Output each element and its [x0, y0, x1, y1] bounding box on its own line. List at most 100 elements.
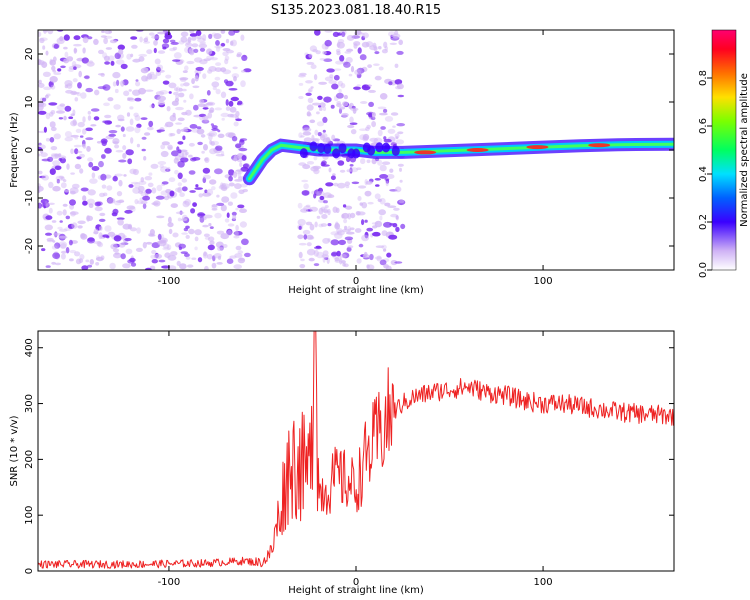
noise-blob [233, 30, 240, 33]
noise-blob [213, 253, 222, 259]
noise-blob [175, 106, 184, 111]
noise-blob [349, 167, 359, 173]
noise-blob [157, 161, 167, 165]
noise-blob [336, 101, 342, 105]
noise-blob [145, 267, 152, 270]
noise-blob [108, 130, 118, 134]
noise-blob [191, 43, 199, 48]
noise-blob [324, 39, 332, 47]
noise-blob [160, 190, 169, 196]
noise-blob [309, 119, 316, 124]
noise-blob [209, 57, 218, 61]
signal-blob [367, 145, 376, 156]
noise-blob [202, 192, 212, 197]
noise-blob [298, 162, 307, 166]
noise-blob [91, 172, 96, 179]
noise-blob [333, 74, 340, 81]
noise-blob [191, 257, 197, 260]
noise-blob [353, 43, 358, 49]
noise-blob [71, 61, 77, 68]
noise-blob [300, 258, 305, 262]
noise-blob [208, 133, 213, 141]
noise-blob [357, 196, 362, 201]
noise-blob [177, 217, 182, 222]
noise-blob [399, 179, 403, 183]
noise-blob [129, 257, 136, 263]
noise-blob [300, 208, 309, 213]
noise-blob [337, 182, 346, 189]
noise-blob [112, 175, 118, 182]
noise-blob [190, 157, 197, 162]
noise-blob [332, 173, 336, 177]
noise-blob [129, 168, 137, 175]
noise-blob [196, 126, 202, 130]
noise-blob [369, 253, 374, 261]
signal-track [242, 137, 674, 186]
noise-blob [138, 87, 146, 95]
noise-blob [86, 198, 95, 205]
noise-blob [151, 249, 157, 255]
noise-blob [99, 212, 106, 217]
noise-blob [309, 45, 317, 52]
noise-blob [51, 65, 56, 71]
noise-blob [89, 178, 98, 184]
noise-blob [136, 227, 141, 234]
noise-blob [138, 185, 145, 192]
noise-blob [328, 167, 332, 173]
noise-blob [221, 150, 225, 157]
noise-blob [172, 232, 179, 238]
noise-blob [386, 174, 395, 179]
noise-blob [374, 193, 381, 200]
noise-blob [211, 186, 216, 191]
noise-blob [206, 90, 211, 96]
noise-blob [367, 64, 372, 68]
noise-blob [100, 173, 107, 181]
noise-blob [374, 220, 383, 228]
noise-blob [207, 244, 215, 251]
noise-blob [138, 180, 147, 185]
noise-blob [59, 103, 66, 107]
noise-blob [380, 126, 386, 130]
noise-blob [174, 87, 179, 91]
noise-blob [168, 91, 172, 94]
noise-blob [165, 168, 171, 172]
noise-blob [63, 46, 68, 50]
noise-blob [62, 209, 67, 216]
noise-blob [77, 225, 83, 229]
noise-blob [221, 186, 228, 192]
noise-blob [202, 73, 207, 79]
noise-blob [394, 79, 403, 85]
noise-blob [164, 252, 171, 258]
noise-blob [76, 156, 82, 160]
noise-blob [178, 243, 186, 249]
noise-blob [43, 126, 48, 133]
noise-blob [200, 134, 206, 138]
noise-blob [114, 252, 120, 255]
colorbar: 0.0 0.2 0.4 0.6 0.8 Normalized spectral ampl… [698, 29, 750, 278]
noise-blob [307, 89, 312, 93]
noise-blob [69, 249, 77, 254]
noise-blob [101, 184, 107, 189]
noise-blob [339, 55, 345, 62]
noise-blob [57, 226, 63, 230]
noise-blob [393, 207, 400, 211]
noise-blob [77, 82, 82, 89]
noise-blob [54, 165, 62, 171]
noise-blob [315, 50, 321, 55]
noise-blob [82, 116, 86, 123]
noise-blob [298, 74, 306, 78]
noise-blob [375, 184, 380, 187]
noise-blob [388, 234, 398, 240]
noise-blob [149, 104, 155, 109]
noise-blob [180, 218, 188, 222]
noise-blob [48, 202, 55, 205]
noise-blob [225, 106, 231, 111]
noise-blob [149, 229, 155, 236]
noise-blob [153, 39, 158, 46]
noise-blob [89, 259, 95, 265]
noise-blob [306, 248, 316, 256]
noise-blob [193, 48, 199, 54]
noise-blob [313, 249, 319, 257]
noise-blob [72, 183, 80, 189]
